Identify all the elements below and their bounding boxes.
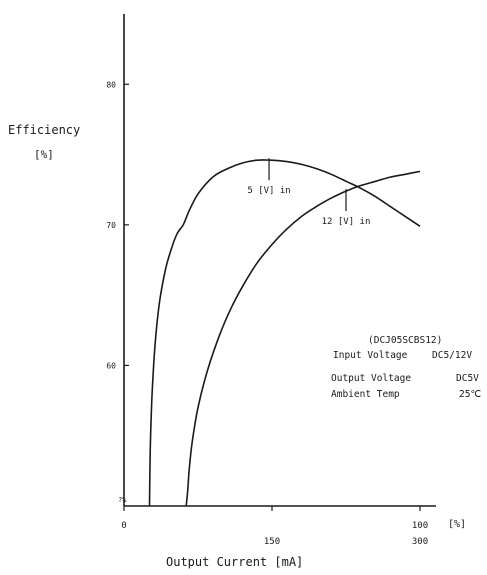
- y-tick-label: 70: [106, 221, 116, 230]
- y-axis-label-line2: [%]: [34, 148, 54, 161]
- x-tick-label-current: 300: [412, 537, 428, 547]
- x-tick-label-percent: 0: [121, 521, 126, 531]
- series-line-1: [185, 170, 421, 507]
- info-box-ambient-temp-value: 25℃: [459, 389, 481, 400]
- x-tick-label-percent: 100: [412, 521, 428, 531]
- y-tick-label: 80: [106, 80, 116, 89]
- axes: 60 70 80 0 100 150 300: [106, 14, 436, 547]
- info-box-input-voltage-value: DC5/12V: [432, 350, 472, 361]
- x-tick-label-current: 150: [264, 537, 280, 547]
- x-axis-label: Output Current [mA]: [166, 555, 303, 569]
- info-box-ambient-temp-label: Ambient Temp: [331, 389, 400, 400]
- series-annotations: 5 [V] in 12 [V] in: [247, 158, 370, 227]
- series-label-1: 12 [V] in: [322, 217, 371, 227]
- series-lines: [148, 159, 421, 507]
- y-axis-bottom-unit: ?%: [118, 496, 127, 504]
- info-box-model: (DCJ05SCBS12): [368, 335, 442, 346]
- series-label-0: 5 [V] in: [247, 186, 290, 196]
- x-axis-unit: [%]: [448, 519, 466, 530]
- info-box-output-voltage-label: Output Voltage: [331, 373, 411, 384]
- info-box: (DCJ05SCBS12) Input Voltage DC5/12V Outp…: [331, 335, 481, 400]
- info-box-output-voltage-value: DC5V: [456, 373, 479, 384]
- y-tick-label: 60: [106, 361, 116, 370]
- y-axis-label-line1: Efficiency: [8, 123, 80, 137]
- info-box-input-voltage-label: Input Voltage: [333, 350, 408, 361]
